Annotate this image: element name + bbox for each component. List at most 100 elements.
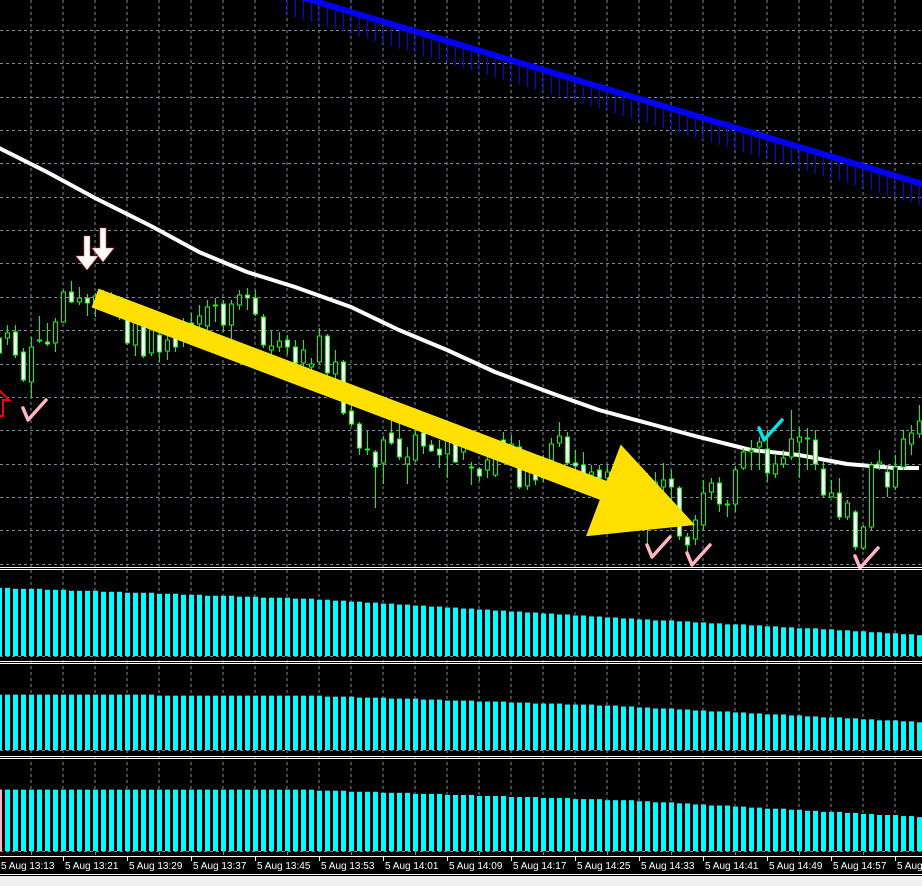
histogram-bar [213,595,218,656]
histogram-bar [661,620,666,656]
candle-body-bull [213,304,218,307]
histogram-bar [277,695,282,750]
histogram-bar [853,631,858,656]
time-axis [0,853,922,876]
histogram-bar [237,789,242,851]
time-axis-label: 5 Aug 14:17 [513,861,567,872]
histogram-bar [493,701,498,750]
candle-body-bear [373,451,378,468]
histogram-bar [5,694,10,750]
histogram-bar [285,695,290,750]
blue-moving-average [287,0,922,205]
histogram-bar [461,700,466,750]
candle-body-bull [901,438,906,468]
candle-body-bull [733,469,738,505]
time-axis-label: 5 Aug 14:49 [769,861,823,872]
histogram-bar [493,610,498,656]
time-axis-label: 5 Aug 13:13 [1,861,55,872]
histogram-bar [517,702,522,750]
histogram-bar [117,789,122,851]
histogram-bar [837,717,842,750]
candle-body-bull [909,432,914,445]
candle [13,325,18,358]
histogram-bar [805,810,810,851]
histogram-bar [765,808,770,851]
candle-body-bear [21,351,26,381]
histogram-bar [245,596,250,656]
histogram-bar [453,794,458,851]
time-axis-label: 5 Aug 13:53 [321,861,375,872]
histogram-bar [629,706,634,750]
candle [69,281,74,303]
histogram-bar [445,794,450,851]
candle-body-bull [693,519,698,540]
histogram-bar [61,789,66,851]
histogram-bar [413,605,418,656]
candle-body-bull [741,451,746,469]
time-axis-label: 5 Aug 14:57 [833,861,887,872]
candle [405,447,410,484]
histogram-bar [621,618,626,656]
histogram-bar [325,790,330,851]
blue-ma-line [300,0,922,188]
histogram-bar [221,789,226,851]
candle [477,467,482,481]
candle [557,422,562,447]
histogram-bar [29,694,34,750]
candle [797,427,802,478]
trend-arrow-drawing[interactable] [91,288,696,537]
histogram-bar [485,701,490,750]
histogram-bar [413,793,418,851]
candle-body-bull [29,346,34,383]
histogram-bar [909,721,914,750]
histogram-bar [589,799,594,851]
histogram-bar [469,700,474,750]
histogram-bar [877,632,882,656]
candle-body-bull [789,438,794,458]
histogram-bar [357,791,362,851]
histogram-bar [341,600,346,656]
histogram-bar [437,606,442,656]
histogram-bar [117,591,122,656]
histogram-bar [869,632,874,656]
candle [845,500,850,520]
candle [357,422,362,455]
candle [781,450,786,468]
histogram-bar [725,624,730,656]
candle-body-bull [277,340,282,348]
histogram-bar [253,695,258,750]
histogram-bar [453,700,458,750]
histogram-bar [45,789,50,851]
histogram-bar [581,799,586,851]
histogram-bar [741,624,746,656]
candle-body-bull [5,332,10,339]
sell-arrow-down-icon [91,227,115,263]
histogram-bar [189,789,194,851]
candle-body-bull [365,448,370,451]
histogram-bar [549,613,554,656]
candle-body-bull [133,322,138,346]
candle [821,462,826,497]
time-axis-label: 5 Aug [897,861,922,872]
histogram-bar [621,706,626,750]
candle-body-bull [725,503,730,506]
histogram-bar [677,803,682,851]
candle [77,287,82,305]
histogram-bar [429,606,434,656]
histogram-bar [29,789,34,851]
candle [157,330,162,362]
candle [205,300,210,330]
candle-body-bear [45,341,50,345]
histogram-bar [509,611,514,656]
histogram-bar [77,789,82,851]
histogram-bar [389,792,394,851]
time-axis-label: 5 Aug 14:01 [385,861,439,872]
histogram-bar [277,789,282,851]
candle-body-bear [477,468,482,477]
candle-body-bull [557,435,562,444]
candle-body-bear [293,346,298,364]
histogram-bar [773,714,778,750]
candle-body-bull [205,306,210,327]
